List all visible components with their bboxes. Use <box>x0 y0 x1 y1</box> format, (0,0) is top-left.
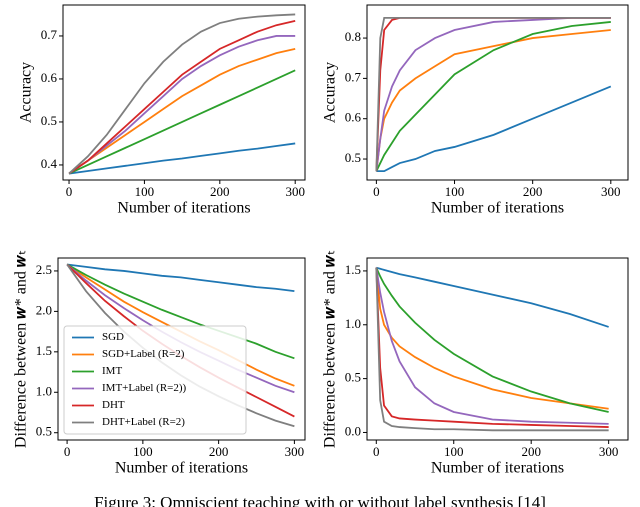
subplot: 0 100 200 300 0.5 0.6 0.7 0.8 Number of iteratio… <box>322 4 629 217</box>
series-line <box>375 267 609 432</box>
series-line <box>376 266 609 328</box>
x-axis-label: Number of iterations <box>115 460 248 477</box>
y-tick-label: 0.5 <box>36 424 52 439</box>
legend-label: DHT+Label (R=2) <box>102 416 185 428</box>
x-axis-label: Number of iterations <box>117 200 250 217</box>
y-tick-label: 0.5 <box>345 150 361 165</box>
x-tick-label: 200 <box>521 444 541 459</box>
x-tick-label: 200 <box>209 444 229 459</box>
legend-frame <box>63 325 247 435</box>
x-tick-label: 0 <box>373 184 380 199</box>
legend-label: SGD <box>102 331 124 343</box>
legend-label: DHT <box>102 399 125 411</box>
series-line <box>66 263 295 360</box>
y-tick-label: 0.7 <box>345 69 362 84</box>
y-axis-label: Difference between 𝒘* and 𝒘ₜ <box>13 250 30 448</box>
axes-frame <box>366 4 629 181</box>
legend: SGD SGD+Label (R=2) IMT IMT+Label (R=2)) DHT… <box>63 325 247 435</box>
series-group <box>375 17 612 173</box>
series-line <box>375 17 611 172</box>
y-tick-label: 1.0 <box>345 316 361 331</box>
series-line <box>375 17 611 172</box>
series-line <box>375 17 611 172</box>
x-tick-label: 100 <box>133 444 153 459</box>
x-axis-label: Number of iterations <box>431 460 564 477</box>
subplot: 0 100 200 300 0.5 1.0 1.5 2.0 2.5 Number of itera… <box>13 250 306 477</box>
y-tick-label: 0.8 <box>345 29 361 44</box>
y-tick-label: 0.6 <box>41 70 58 85</box>
x-tick-label: 0 <box>373 444 380 459</box>
series-line <box>68 35 296 175</box>
y-tick-label: 1.0 <box>36 383 52 398</box>
series-line <box>376 85 612 173</box>
x-tick-label: 0 <box>64 444 71 459</box>
series-line <box>375 267 609 425</box>
y-axis-label: Accuracy <box>322 62 339 123</box>
legend-label: IMT <box>102 365 122 377</box>
axes-frame <box>62 4 306 181</box>
series-group <box>375 266 609 432</box>
x-tick-label: 100 <box>444 444 464 459</box>
series-line <box>68 69 296 175</box>
series-line <box>375 21 611 172</box>
y-axis-label: Difference between 𝒘* and 𝒘ₜ <box>322 250 339 448</box>
y-tick-label: 2.0 <box>36 302 52 317</box>
x-tick-label: 200 <box>523 184 543 199</box>
subplot: 0 100 200 300 0.4 0.5 0.6 0.7 Number of iteratio… <box>18 4 306 217</box>
y-tick-label: 1.5 <box>36 343 52 358</box>
series-line <box>68 47 296 175</box>
y-tick-label: 0.4 <box>41 156 58 171</box>
legend-label: IMT+Label (R=2)) <box>102 382 187 394</box>
series-group <box>68 13 296 175</box>
x-axis-label: Number of iterations <box>431 200 564 217</box>
x-tick-label: 300 <box>601 184 621 199</box>
y-axis-label: Accuracy <box>18 62 35 123</box>
x-tick-label: 300 <box>599 444 619 459</box>
legend-label: SGD+Label (R=2) <box>102 348 185 360</box>
x-tick-label: 200 <box>210 184 230 199</box>
y-tick-label: 1.5 <box>345 262 361 277</box>
series-line <box>68 13 296 175</box>
y-tick-label: 0.0 <box>345 423 361 438</box>
series-line <box>66 263 295 293</box>
y-tick-label: 0.7 <box>41 27 58 42</box>
series-line <box>375 29 611 172</box>
subplot: 0 100 200 300 0.0 0.5 1.0 1.5 Number of iteratio… <box>322 250 629 477</box>
series-line <box>375 267 609 428</box>
series-line <box>375 267 609 413</box>
x-tick-label: 100 <box>135 184 155 199</box>
x-tick-label: 100 <box>445 184 465 199</box>
axes-frame <box>366 257 629 441</box>
series-line <box>375 267 609 410</box>
y-tick-label: 0.6 <box>345 110 362 125</box>
y-tick-label: 2.5 <box>36 262 52 277</box>
x-tick-label: 0 <box>66 184 73 199</box>
axes-frame <box>57 257 306 441</box>
caption: Figure 3: Omniscient teaching with or wi… <box>94 493 546 507</box>
y-tick-label: 0.5 <box>345 370 361 385</box>
series-line <box>68 20 296 175</box>
y-tick-label: 0.5 <box>41 113 57 128</box>
x-tick-label: 300 <box>285 444 305 459</box>
x-tick-label: 300 <box>285 184 305 199</box>
series-line <box>68 142 296 175</box>
